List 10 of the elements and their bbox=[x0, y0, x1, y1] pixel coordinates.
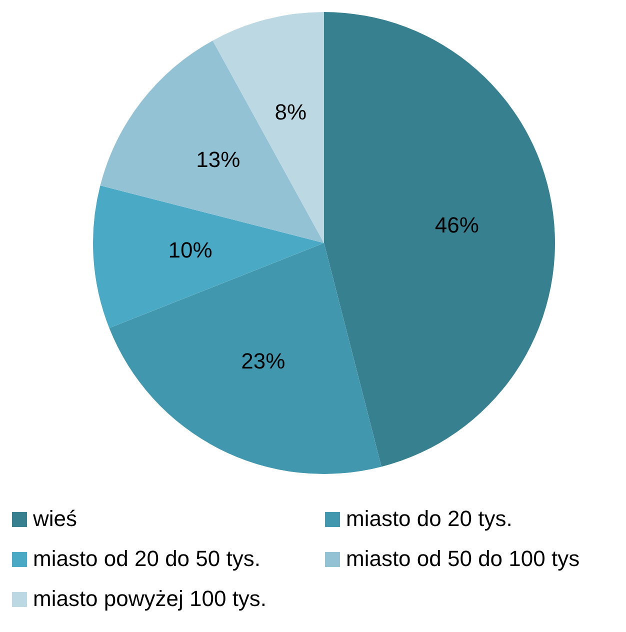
data-label: 23% bbox=[241, 348, 286, 374]
data-label: 10% bbox=[168, 237, 212, 262]
legend-label: miasto powyżej 100 tys. bbox=[33, 586, 267, 612]
legend-label: miasto od 20 do 50 tys. bbox=[33, 546, 260, 572]
legend-label: miasto do 20 tys. bbox=[346, 506, 512, 532]
data-label: 46% bbox=[434, 212, 479, 238]
legend-label: wieś bbox=[33, 506, 78, 532]
data-label: 8% bbox=[274, 99, 307, 124]
data-label: 13% bbox=[196, 146, 240, 172]
legend-label: miasto od 50 do 100 tys bbox=[346, 546, 580, 572]
